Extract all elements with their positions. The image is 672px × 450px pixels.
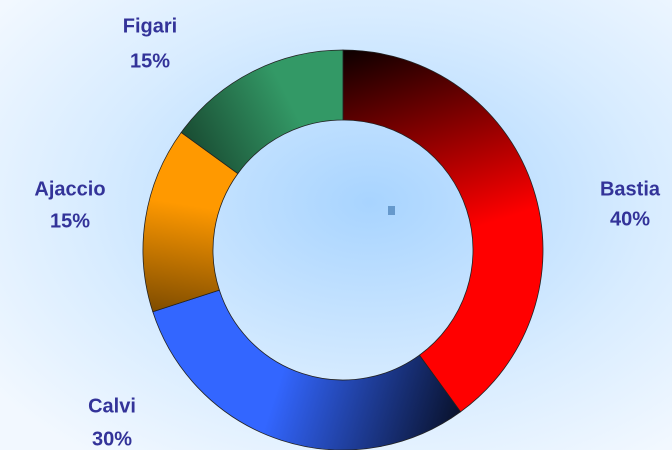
- slice-label: Bastia: [600, 178, 661, 200]
- slice-label: Figari: [123, 15, 177, 37]
- center-marker: [388, 206, 395, 215]
- slice-label: Ajaccio: [34, 178, 105, 200]
- donut-slice: [180, 49, 344, 175]
- slice-value-label: 40%: [610, 208, 650, 230]
- slice-value-label: 30%: [92, 428, 132, 450]
- donut-slice: [342, 49, 544, 413]
- slice-value-label: 15%: [130, 50, 170, 72]
- slice-value-label: 15%: [50, 210, 90, 232]
- slice-label: Calvi: [88, 395, 136, 417]
